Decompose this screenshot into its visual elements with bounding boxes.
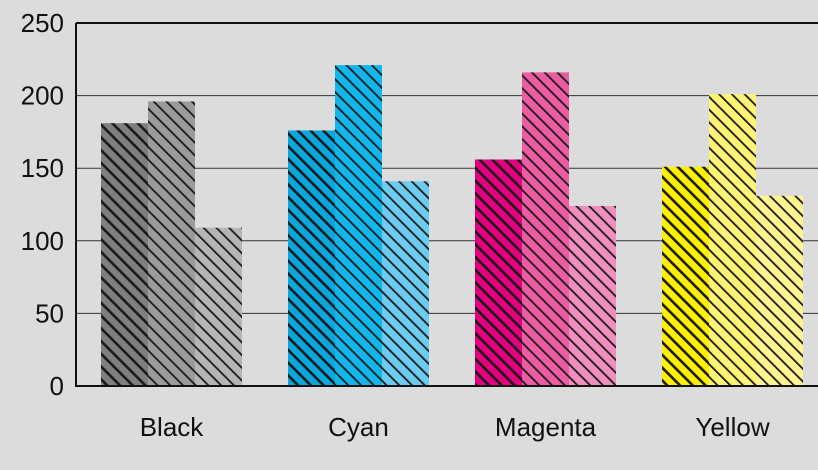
x-tick-label-yellow: Yellow bbox=[695, 412, 769, 442]
y-tick-labels: 0 50 100 150 200 250 bbox=[21, 8, 64, 401]
y-tick-label-50: 50 bbox=[35, 298, 64, 328]
bar-black-3 bbox=[195, 227, 242, 386]
x-tick-label-black: Black bbox=[140, 412, 205, 442]
axes bbox=[75, 22, 818, 387]
bar-magenta-2 bbox=[522, 72, 569, 387]
y-tick-label-100: 100 bbox=[21, 226, 64, 256]
x-tick-labels: Black Cyan Magenta Yellow bbox=[140, 412, 770, 442]
y-tick-label-0: 0 bbox=[50, 371, 64, 401]
bar-yellow-3 bbox=[756, 195, 803, 386]
bar-black-2 bbox=[148, 101, 195, 387]
y-tick-label-200: 200 bbox=[21, 81, 64, 111]
bar-yellow-1 bbox=[662, 166, 709, 386]
bar-cyan-3 bbox=[382, 181, 429, 386]
y-tick-label-150: 150 bbox=[21, 153, 64, 183]
bar-cyan-2 bbox=[335, 65, 382, 386]
bar-yellow-2 bbox=[709, 94, 756, 386]
bar-cyan-1 bbox=[288, 130, 335, 386]
x-tick-label-cyan: Cyan bbox=[328, 412, 389, 442]
y-tick-label-250: 250 bbox=[21, 8, 64, 38]
bar-magenta-1 bbox=[475, 159, 522, 386]
x-tick-label-magenta: Magenta bbox=[495, 412, 597, 442]
bars bbox=[101, 65, 803, 387]
bar-magenta-3 bbox=[569, 205, 616, 386]
bar-black-1 bbox=[101, 123, 148, 387]
